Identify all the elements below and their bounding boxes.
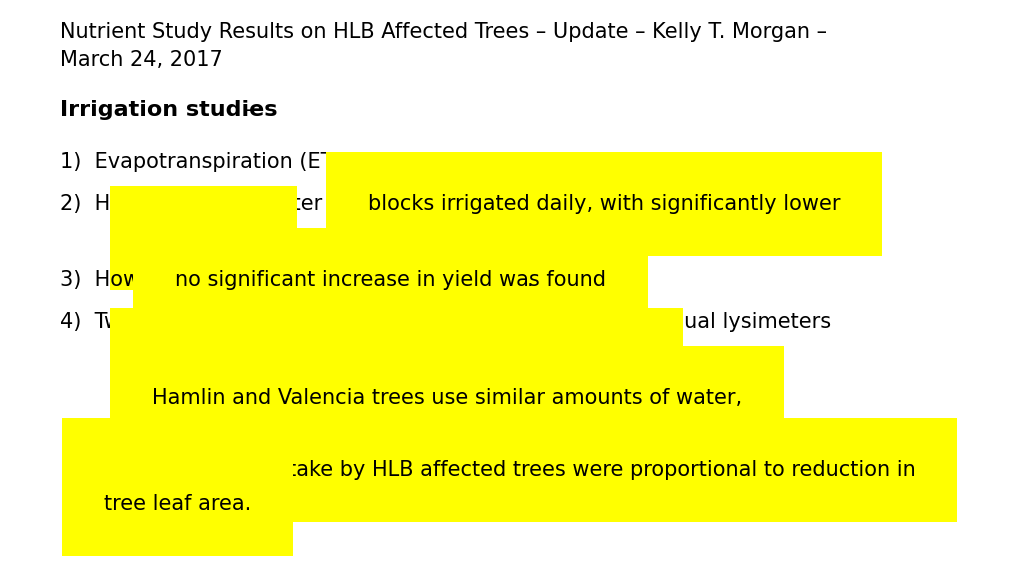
Text: 3)  However,: 3) However, bbox=[60, 270, 200, 290]
Text: 1)  Evapotranspiration (ET) models are as effective as soil moisture sensors: 1) Evapotranspiration (ET) models are as… bbox=[60, 152, 850, 172]
Text: no significant increase in yield was found: no significant increase in yield was fou… bbox=[175, 270, 606, 290]
Text: HLB affected trees use 25% less water than healthy trees resulting: HLB affected trees use 25% less water th… bbox=[152, 426, 851, 446]
Text: i): i) bbox=[115, 350, 129, 370]
Text: iii): iii) bbox=[104, 426, 130, 446]
Text: water use in trees are proportional to ET rates,: water use in trees are proportional to E… bbox=[152, 350, 641, 370]
Text: Nutrient Study Results on HLB Affected Trees – Update – Kelly T. Morgan –: Nutrient Study Results on HLB Affected T… bbox=[60, 22, 827, 42]
Text: .: . bbox=[527, 270, 534, 290]
Text: Hamlin and Valencia trees use similar amounts of water,: Hamlin and Valencia trees use similar am… bbox=[152, 388, 742, 408]
Text: tree leaf area.: tree leaf area. bbox=[104, 494, 251, 514]
Text: 2)  Higher average water content in: 2) Higher average water content in bbox=[60, 194, 440, 214]
Text: –: – bbox=[238, 100, 256, 120]
Text: fruit drop.: fruit drop. bbox=[152, 228, 256, 248]
Text: blocks irrigated daily, with significantly lower: blocks irrigated daily, with significant… bbox=[368, 194, 841, 214]
Text: ii): ii) bbox=[110, 388, 130, 408]
Text: reduced water uptake by HLB affected trees were proportional to reduction in: reduced water uptake by HLB affected tre… bbox=[104, 460, 915, 480]
Text: March 24, 2017: March 24, 2017 bbox=[60, 50, 223, 70]
Text: Irrigation studies: Irrigation studies bbox=[60, 100, 278, 120]
Text: 4)  Two-year greenhouse study (2013 to 2015) using individual lysimeters: 4) Two-year greenhouse study (2013 to 20… bbox=[60, 312, 831, 332]
